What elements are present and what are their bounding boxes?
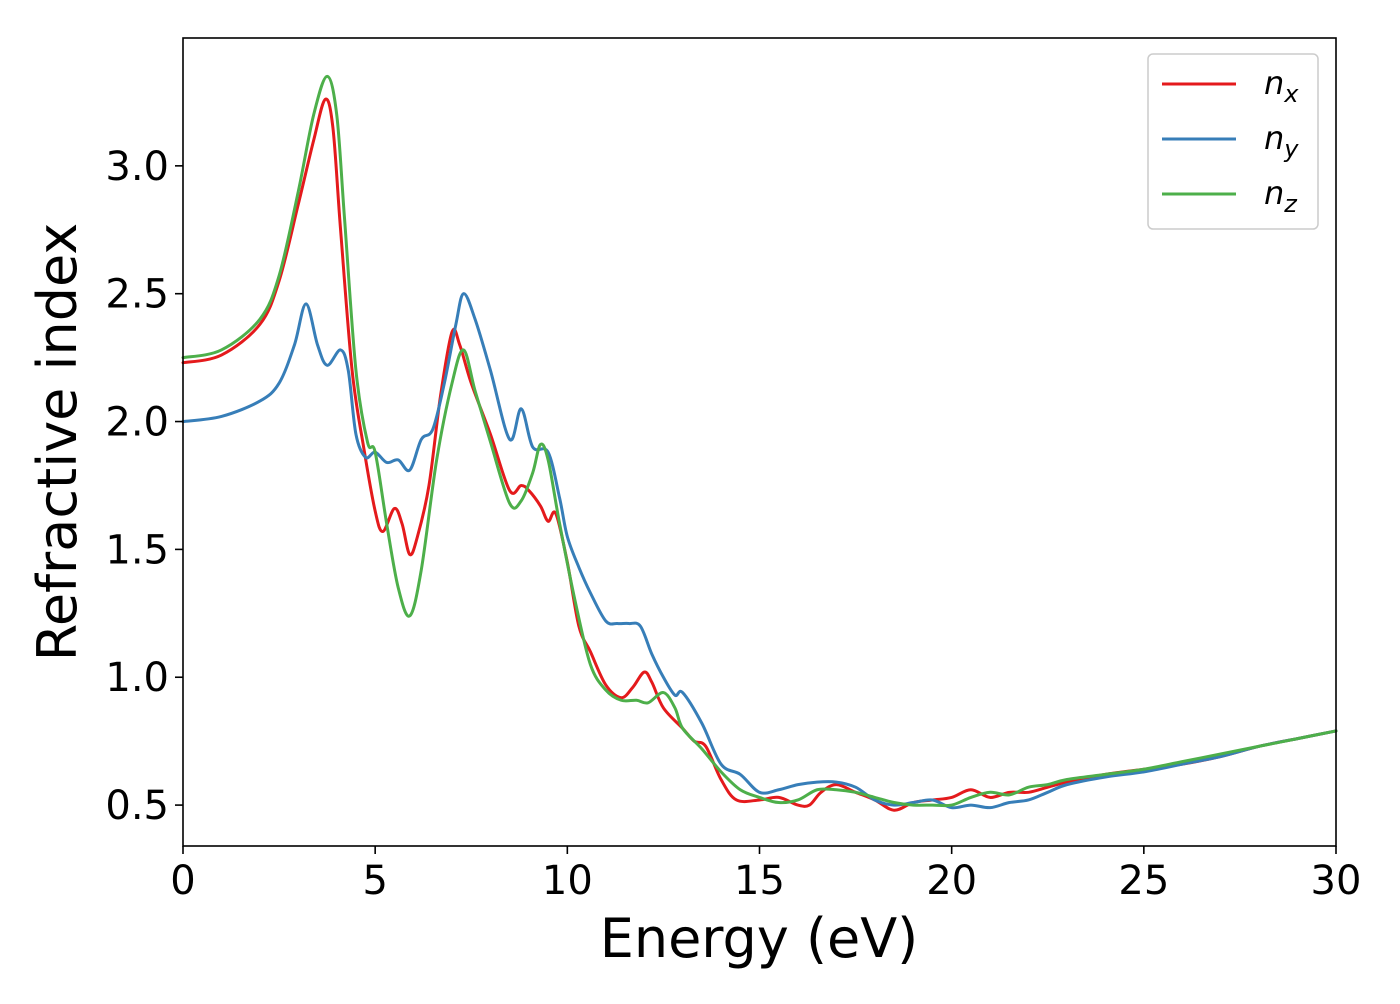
x-tick-label: 15 [734,858,785,904]
y-tick-label: 1.5 [105,527,169,573]
legend-label-main: n [1264,64,1284,102]
y-tick-label: 2.5 [105,272,169,318]
x-tick-label: 5 [362,858,387,904]
legend-label-main: n [1264,174,1284,212]
legend-label-subscript: x [1283,80,1299,108]
x-axis-label: Energy (eV) [600,907,919,970]
series-line-nz [181,74,1338,808]
series-line-ny [181,292,1338,810]
x-tick-label: 10 [542,858,593,904]
x-tick-label: 20 [926,858,977,904]
lines-layer [181,74,1338,812]
legend-label-subscript: z [1283,190,1298,218]
legend-label-main: n [1264,119,1284,157]
legend-box [1147,53,1319,230]
legend-label-subscript: y [1283,135,1299,163]
legend-label-ny: ny [1264,119,1299,163]
y-axis-label: Refractive index [26,223,89,662]
legend-label-nz: nz [1264,174,1298,218]
x-tick-label: 25 [1118,858,1169,904]
legend-label-nx: nx [1264,64,1299,108]
x-tick-label: 30 [1311,858,1362,904]
y-tick-label: 1.0 [105,655,169,701]
y-tick-label: 0.5 [105,783,169,829]
x-axis: 0 5 10 15 20 25 30 [170,846,1361,904]
y-axis: 0.5 1.0 1.5 2.0 2.5 3.0 [105,144,183,829]
y-tick-label: 2.0 [105,400,169,446]
x-tick-label: 0 [170,858,195,904]
y-tick-label: 3.0 [105,144,169,190]
